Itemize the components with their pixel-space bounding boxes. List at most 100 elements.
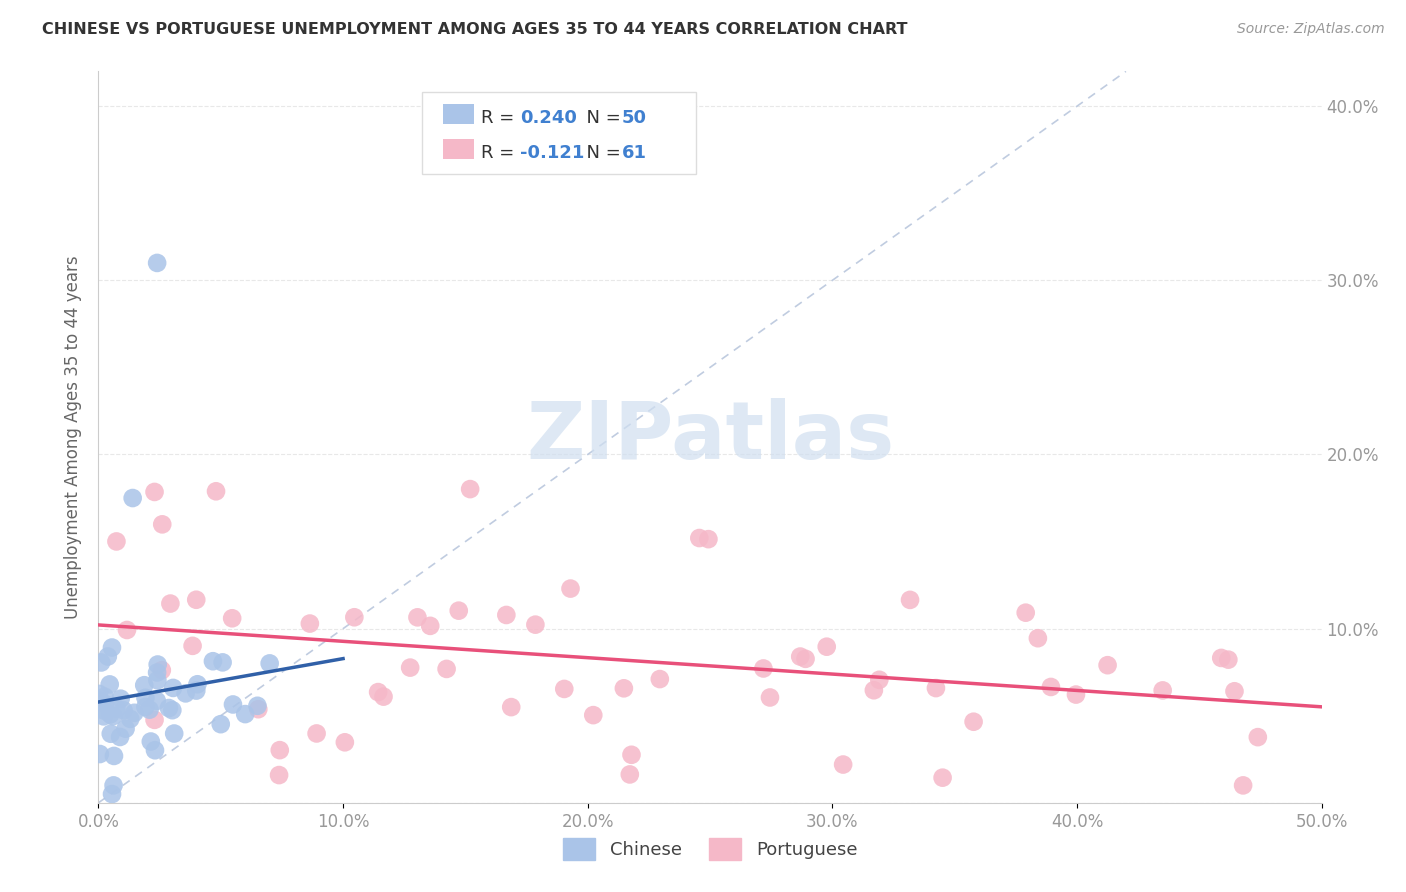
Point xyxy=(267,768,290,782)
Point xyxy=(815,640,838,654)
Point xyxy=(406,610,429,624)
Point xyxy=(98,707,121,722)
Text: 50: 50 xyxy=(621,109,647,127)
Point xyxy=(1039,680,1062,694)
Point xyxy=(1223,684,1246,698)
Point xyxy=(1211,651,1233,665)
Point xyxy=(501,700,523,714)
Y-axis label: Unemployment Among Ages 35 to 44 years: Unemployment Among Ages 35 to 44 years xyxy=(65,255,83,619)
Point xyxy=(868,673,890,687)
Point xyxy=(112,703,135,717)
Point xyxy=(134,700,156,714)
Point xyxy=(146,256,169,270)
Point xyxy=(162,681,184,695)
Point xyxy=(233,707,256,722)
Point xyxy=(146,657,169,672)
Text: ZIPatlas: ZIPatlas xyxy=(526,398,894,476)
Point xyxy=(181,639,204,653)
Point xyxy=(163,726,186,740)
Point xyxy=(697,532,720,546)
Point xyxy=(246,698,269,713)
Point xyxy=(1232,778,1254,792)
Point xyxy=(114,722,136,736)
Point xyxy=(524,617,547,632)
Point xyxy=(205,484,228,499)
Point xyxy=(436,662,458,676)
Text: Source: ZipAtlas.com: Source: ZipAtlas.com xyxy=(1237,22,1385,37)
Point xyxy=(90,656,112,670)
Point xyxy=(101,787,124,801)
Point xyxy=(143,713,166,727)
Point xyxy=(146,673,169,688)
Point xyxy=(222,698,245,712)
Point xyxy=(419,619,441,633)
Point xyxy=(794,652,817,666)
Point xyxy=(146,665,169,680)
Point xyxy=(399,660,422,674)
Point xyxy=(93,690,115,704)
Point xyxy=(150,663,173,677)
Point xyxy=(789,649,811,664)
Point xyxy=(447,604,470,618)
Point xyxy=(124,706,146,720)
Point xyxy=(1218,653,1240,667)
Point xyxy=(1152,683,1174,698)
Point xyxy=(259,657,281,671)
Point xyxy=(298,616,321,631)
Point xyxy=(759,690,782,705)
Point xyxy=(211,656,233,670)
Text: R =: R = xyxy=(481,109,520,127)
Point xyxy=(87,687,110,701)
Point xyxy=(97,649,120,664)
Point xyxy=(94,697,117,711)
Point xyxy=(105,534,128,549)
Point xyxy=(201,654,224,668)
Point xyxy=(134,678,156,692)
Point xyxy=(150,517,173,532)
Point xyxy=(143,743,166,757)
Point xyxy=(134,690,156,705)
Point xyxy=(100,727,122,741)
Point xyxy=(613,681,636,696)
Point xyxy=(752,661,775,675)
Text: R =: R = xyxy=(481,144,520,161)
Point xyxy=(620,747,643,762)
Point xyxy=(458,482,481,496)
Point xyxy=(495,607,517,622)
Point xyxy=(1097,658,1119,673)
Point xyxy=(333,735,356,749)
Point xyxy=(159,597,181,611)
Point xyxy=(648,672,671,686)
Point xyxy=(863,683,886,698)
Point xyxy=(146,694,169,708)
Point xyxy=(91,703,114,717)
Point xyxy=(120,712,142,726)
Text: N =: N = xyxy=(575,144,627,161)
Point xyxy=(157,701,180,715)
Point xyxy=(553,681,575,696)
Point xyxy=(101,640,124,655)
Point xyxy=(174,686,197,700)
Point xyxy=(103,778,125,792)
Point xyxy=(1064,688,1087,702)
Point xyxy=(962,714,984,729)
Point xyxy=(115,623,138,637)
Point xyxy=(186,683,208,698)
Point xyxy=(143,485,166,500)
Point xyxy=(89,694,111,708)
Point xyxy=(367,685,389,699)
Point xyxy=(269,743,291,757)
Point xyxy=(138,703,160,717)
Point xyxy=(688,531,710,545)
Point xyxy=(209,717,232,731)
Point xyxy=(93,709,115,723)
Point xyxy=(105,701,128,715)
Point xyxy=(1026,631,1049,645)
Point xyxy=(98,677,121,691)
Point xyxy=(619,767,641,781)
Point xyxy=(931,771,953,785)
Text: CHINESE VS PORTUGUESE UNEMPLOYMENT AMONG AGES 35 TO 44 YEARS CORRELATION CHART: CHINESE VS PORTUGUESE UNEMPLOYMENT AMONG… xyxy=(42,22,908,37)
Point xyxy=(221,611,243,625)
Point xyxy=(186,592,208,607)
Text: -0.121: -0.121 xyxy=(520,144,585,161)
